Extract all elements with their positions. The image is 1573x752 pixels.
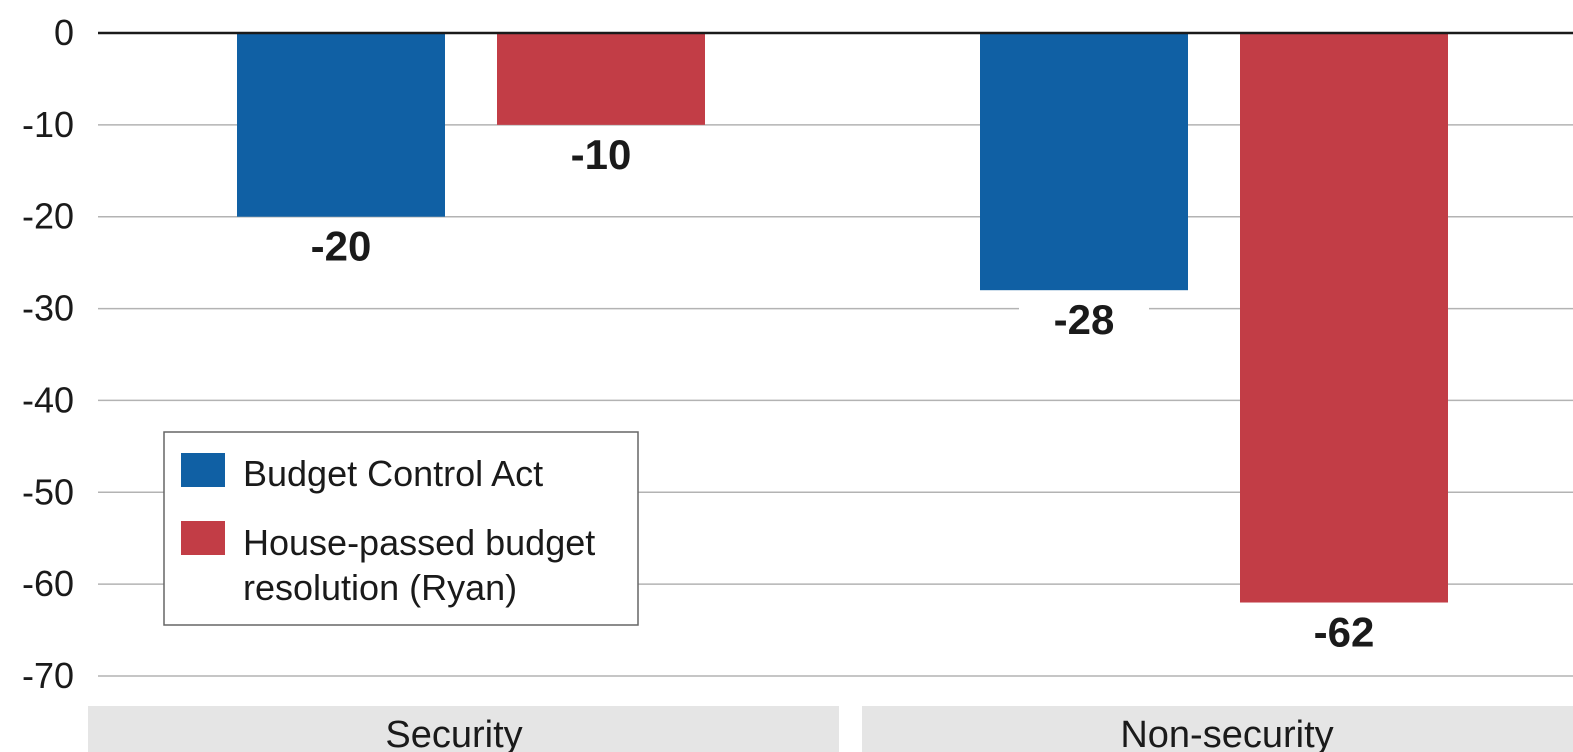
value-label-backing [536,132,666,179]
y-tick-label: -20 [22,196,74,237]
y-tick-label: -50 [22,471,74,512]
y-tick-label: -10 [22,104,74,145]
value-label-backing [1019,298,1149,345]
legend-label: resolution (Ryan) [243,567,517,608]
legend-swatch [181,521,225,555]
y-axis-ticks: 0 -10 -20 -30 -40 -50 -60 -70 [22,12,74,696]
bar [237,33,445,217]
bar [980,33,1188,291]
bar [497,33,705,125]
value-label-backing [276,224,406,271]
legend: Budget Control Act House-passed budgetres… [163,431,639,626]
bars [237,33,1448,603]
y-tick-label: -40 [22,379,74,420]
legend-label: Budget Control Act [243,453,543,494]
y-tick-label: -60 [22,563,74,604]
y-tick-label: 0 [54,12,74,53]
category-label: Security [385,714,522,752]
value-label: -10 [571,131,632,178]
value-label: -20 [311,223,372,270]
legend-label: House-passed budget [243,522,595,563]
value-labels: -20 -28 -10 -62 [276,131,1409,657]
category-strip [88,706,839,752]
bar [1240,33,1448,603]
value-label: -62 [1314,609,1375,656]
legend-box [163,431,639,626]
category-label: Non-security [1120,714,1333,752]
y-tick-label: -70 [22,655,74,696]
category-strip [862,706,1573,752]
value-label: -28 [1054,296,1115,343]
y-tick-label: -30 [22,288,74,329]
legend-swatch [181,453,225,487]
category-labels: Security Non-security [88,706,1573,752]
value-label-backing [1279,610,1409,657]
